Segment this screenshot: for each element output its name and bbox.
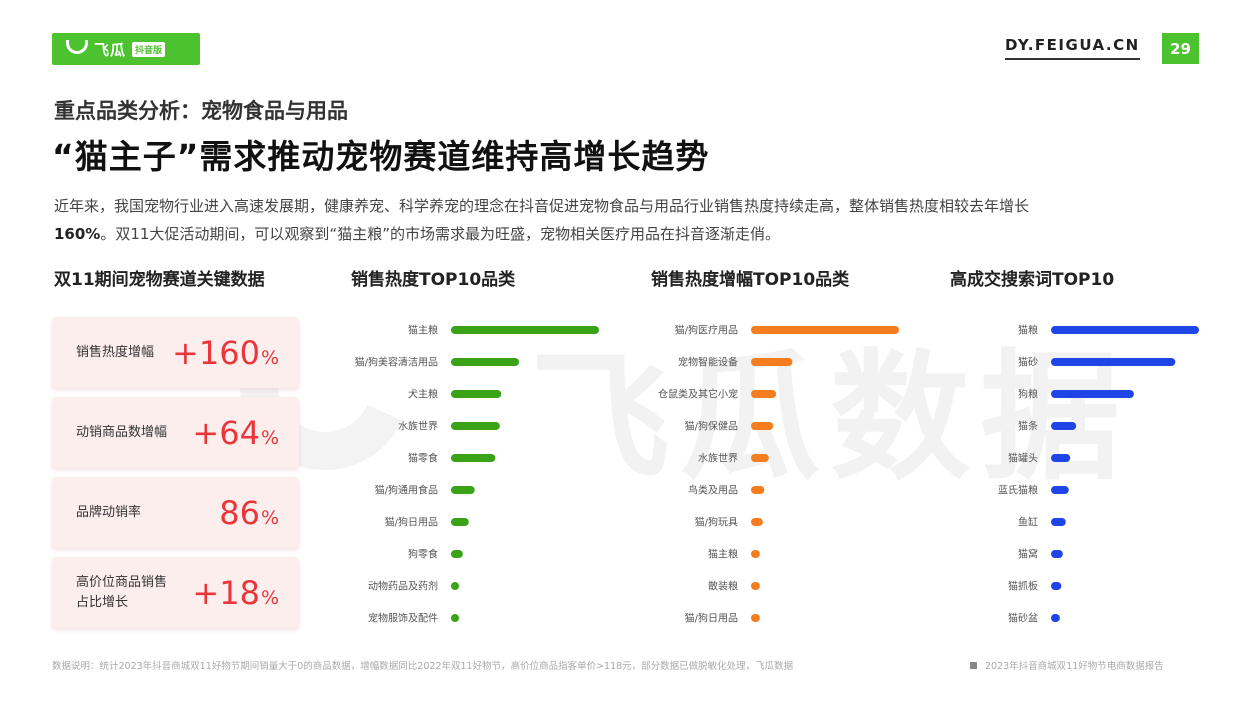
feigua-logo: 飞瓜 抖音版 [52, 33, 200, 65]
kpi-label: 动销商品数增幅 [76, 424, 168, 440]
category-label: 猫罐头 [1008, 452, 1038, 465]
bar [1051, 454, 1071, 462]
category-label: 猫/狗通用食品 [375, 484, 438, 497]
category-label: 动物药品及药剂 [368, 580, 438, 593]
category-label: 仓鼠类及其它小宠 [658, 388, 738, 401]
bar [1051, 486, 1069, 494]
bar [451, 518, 469, 526]
kpi-card: 高价位商品销售占比增长 +18% [52, 557, 299, 628]
category-label: 水族世界 [698, 452, 738, 465]
bar [1051, 326, 1199, 334]
category-label: 水族世界 [398, 420, 438, 433]
bar [1051, 550, 1063, 558]
category-label: 猫抓板 [1008, 580, 1038, 593]
kpi-label: 品牌动销率 [76, 504, 142, 520]
bar [751, 550, 760, 558]
kpi-card: 动销商品数增幅 +64% [52, 397, 299, 468]
category-label: 散装粮 [708, 580, 738, 593]
kpi-section-heading: 双11期间宠物赛道关键数据 [54, 270, 265, 290]
bar [451, 422, 500, 430]
bar [1051, 582, 1062, 590]
kpi-value: +160% [172, 333, 279, 372]
category-label: 猫零食 [408, 452, 438, 465]
category-label: 猫/狗日用品 [385, 516, 438, 529]
kpi-card: 品牌动销率 86% [52, 477, 299, 548]
category-label: 鱼缸 [1018, 516, 1038, 529]
heat-growth-top10-chart: 猫/狗医疗用品 宠物智能设备仓鼠类及其它小宠猫/狗保健品水族世界鸟类及用品猫/狗玩… [620, 314, 910, 625]
bar [751, 518, 763, 526]
category-label: 猫粮 [1018, 324, 1038, 337]
page-description: 近年来，我国宠物行业进入高速发展期，健康养宠、科学养宠的理念在抖音促进宠物食品与… [54, 192, 1204, 248]
page-number: 29 [1162, 33, 1199, 64]
category-label: 猫/狗日用品 [685, 612, 738, 625]
category-label: 猫/狗玩具 [695, 516, 738, 529]
category-label: 猫/狗医疗用品 [675, 324, 738, 337]
kpi-card: 销售热度增幅 +160% [52, 317, 299, 388]
category-label: 狗粮 [1018, 388, 1038, 401]
description-line1: 近年来，我国宠物行业进入高速发展期，健康养宠、科学养宠的理念在抖音促进宠物食品与… [54, 197, 1030, 215]
bar [1051, 614, 1060, 622]
category-label: 蓝氏猫粮 [998, 484, 1038, 497]
bar [751, 486, 765, 494]
kpi-label: 高价位商品销售占比增长 [76, 574, 168, 610]
bar [451, 390, 502, 398]
logo-mark-icon [66, 40, 88, 54]
description-highlight: 160% [54, 225, 101, 243]
data-footnote: 数据说明：统计2023年抖音商城双11好物节期间销量大于0的商品数据，增幅数据同… [52, 661, 794, 672]
bar [751, 422, 774, 430]
category-label: 宠物智能设备 [678, 356, 738, 369]
logo-badge: 抖音版 [132, 41, 166, 57]
bar [1051, 422, 1077, 430]
report-source: 2023年抖音商城双11好物节电商数据报告 [970, 658, 1164, 672]
bar [451, 582, 459, 590]
bar [751, 614, 760, 622]
site-url: DY.FEIGUA.CN [1005, 36, 1140, 60]
description-line2: 。双11大促活动期间，可以观察到“猫主粮”的市场需求最为旺盛，宠物相关医疗用品在… [100, 225, 780, 243]
bar [451, 614, 459, 622]
category-label: 狗零食 [408, 548, 438, 561]
source-square-icon [970, 661, 977, 669]
bar [451, 326, 599, 334]
bar [451, 454, 496, 462]
category-label: 猫砂盆 [1008, 612, 1038, 625]
report-source-text: 2023年抖音商城双11好物节电商数据报告 [985, 661, 1164, 672]
category-label: 猫条 [1018, 420, 1038, 433]
category-label: 鸟类及用品 [688, 484, 738, 497]
category-label: 猫砂 [1018, 356, 1038, 369]
bar [751, 390, 777, 398]
category-label: 猫主粮 [708, 548, 738, 561]
page-title: “猫主子”需求推动宠物赛道维持高增长趋势 [52, 137, 710, 176]
bar [751, 454, 769, 462]
bar [751, 582, 760, 590]
logo-text: 飞瓜 [94, 40, 127, 59]
chart2-title: 销售热度增幅TOP10品类 [651, 270, 850, 290]
category-label: 猫主粮 [408, 324, 438, 337]
bar [451, 358, 520, 366]
category-label: 猫/狗美容清洁用品 [355, 356, 438, 369]
kpi-label: 销售热度增幅 [76, 344, 155, 360]
category-label: 犬主粮 [408, 388, 438, 401]
chart1-title: 销售热度TOP10品类 [351, 270, 516, 290]
bar [1051, 358, 1176, 366]
page-subtitle: 重点品类分析：宠物食品与用品 [54, 99, 348, 123]
chart3-title: 高成交搜索词TOP10 [950, 270, 1115, 290]
bar [1051, 518, 1066, 526]
category-label: 猫窝 [1018, 548, 1038, 561]
sales-heat-top10-chart: 猫主粮猫/狗美容清洁用品犬主粮水族世界猫零食猫/狗通用食品猫/狗日用品狗零食动物… [320, 314, 610, 625]
kpi-value: +18% [192, 573, 279, 612]
bar [451, 550, 463, 558]
bar [751, 358, 793, 366]
search-term-top10-chart: 猫粮猫砂狗粮猫条猫罐头蓝氏猫粮鱼缸猫窝猫抓板猫砂盆 [920, 314, 1210, 625]
kpi-value: +64% [192, 413, 279, 452]
bar [451, 486, 475, 494]
bar [751, 326, 899, 334]
kpi-value: 86% [219, 493, 279, 532]
bar [1051, 390, 1134, 398]
category-label: 猫/狗保健品 [685, 420, 738, 433]
category-label: 宠物服饰及配件 [368, 612, 438, 625]
